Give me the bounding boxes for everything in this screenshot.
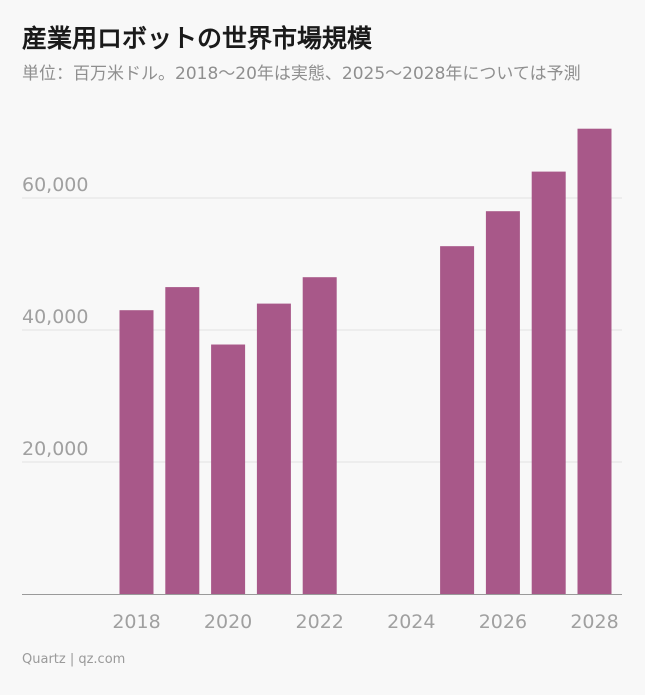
- x-tick-label-2028: 2028: [570, 611, 618, 633]
- x-tick-label-2018: 2018: [112, 611, 160, 633]
- bar-2025: [440, 246, 475, 594]
- x-tick-label-2022: 2022: [296, 611, 344, 633]
- x-tick-labels: 2018 2020 2022 2024 2026 2028: [112, 611, 618, 633]
- y-tick-label-60000: 60,000: [22, 174, 88, 196]
- bars: [119, 128, 612, 594]
- chart-title: 産業用ロボットの世界市場規模: [22, 24, 373, 53]
- y-tick-label-20000: 20,000: [22, 438, 88, 460]
- bar-2020: [211, 344, 246, 594]
- bar-2026: [485, 211, 520, 594]
- bar-2019: [165, 287, 200, 594]
- bar-2018: [119, 310, 154, 594]
- y-tick-label-40000: 40,000: [22, 306, 88, 328]
- x-tick-label-2026: 2026: [479, 611, 527, 633]
- bar-2022: [302, 277, 337, 594]
- x-tick-label-2024: 2024: [387, 611, 435, 633]
- x-tick-label-2020: 2020: [204, 611, 252, 633]
- bar-2021: [256, 303, 291, 594]
- y-tick-labels: 20,000 40,000 60,000: [22, 174, 88, 460]
- bar-2028: [577, 128, 612, 594]
- chart-subtitle: 単位：百万米ドル。2018〜20年は実態、2025〜2028年については予測: [22, 64, 581, 84]
- source-credit: Quartz | qz.com: [22, 652, 126, 667]
- bar-2027: [531, 171, 566, 594]
